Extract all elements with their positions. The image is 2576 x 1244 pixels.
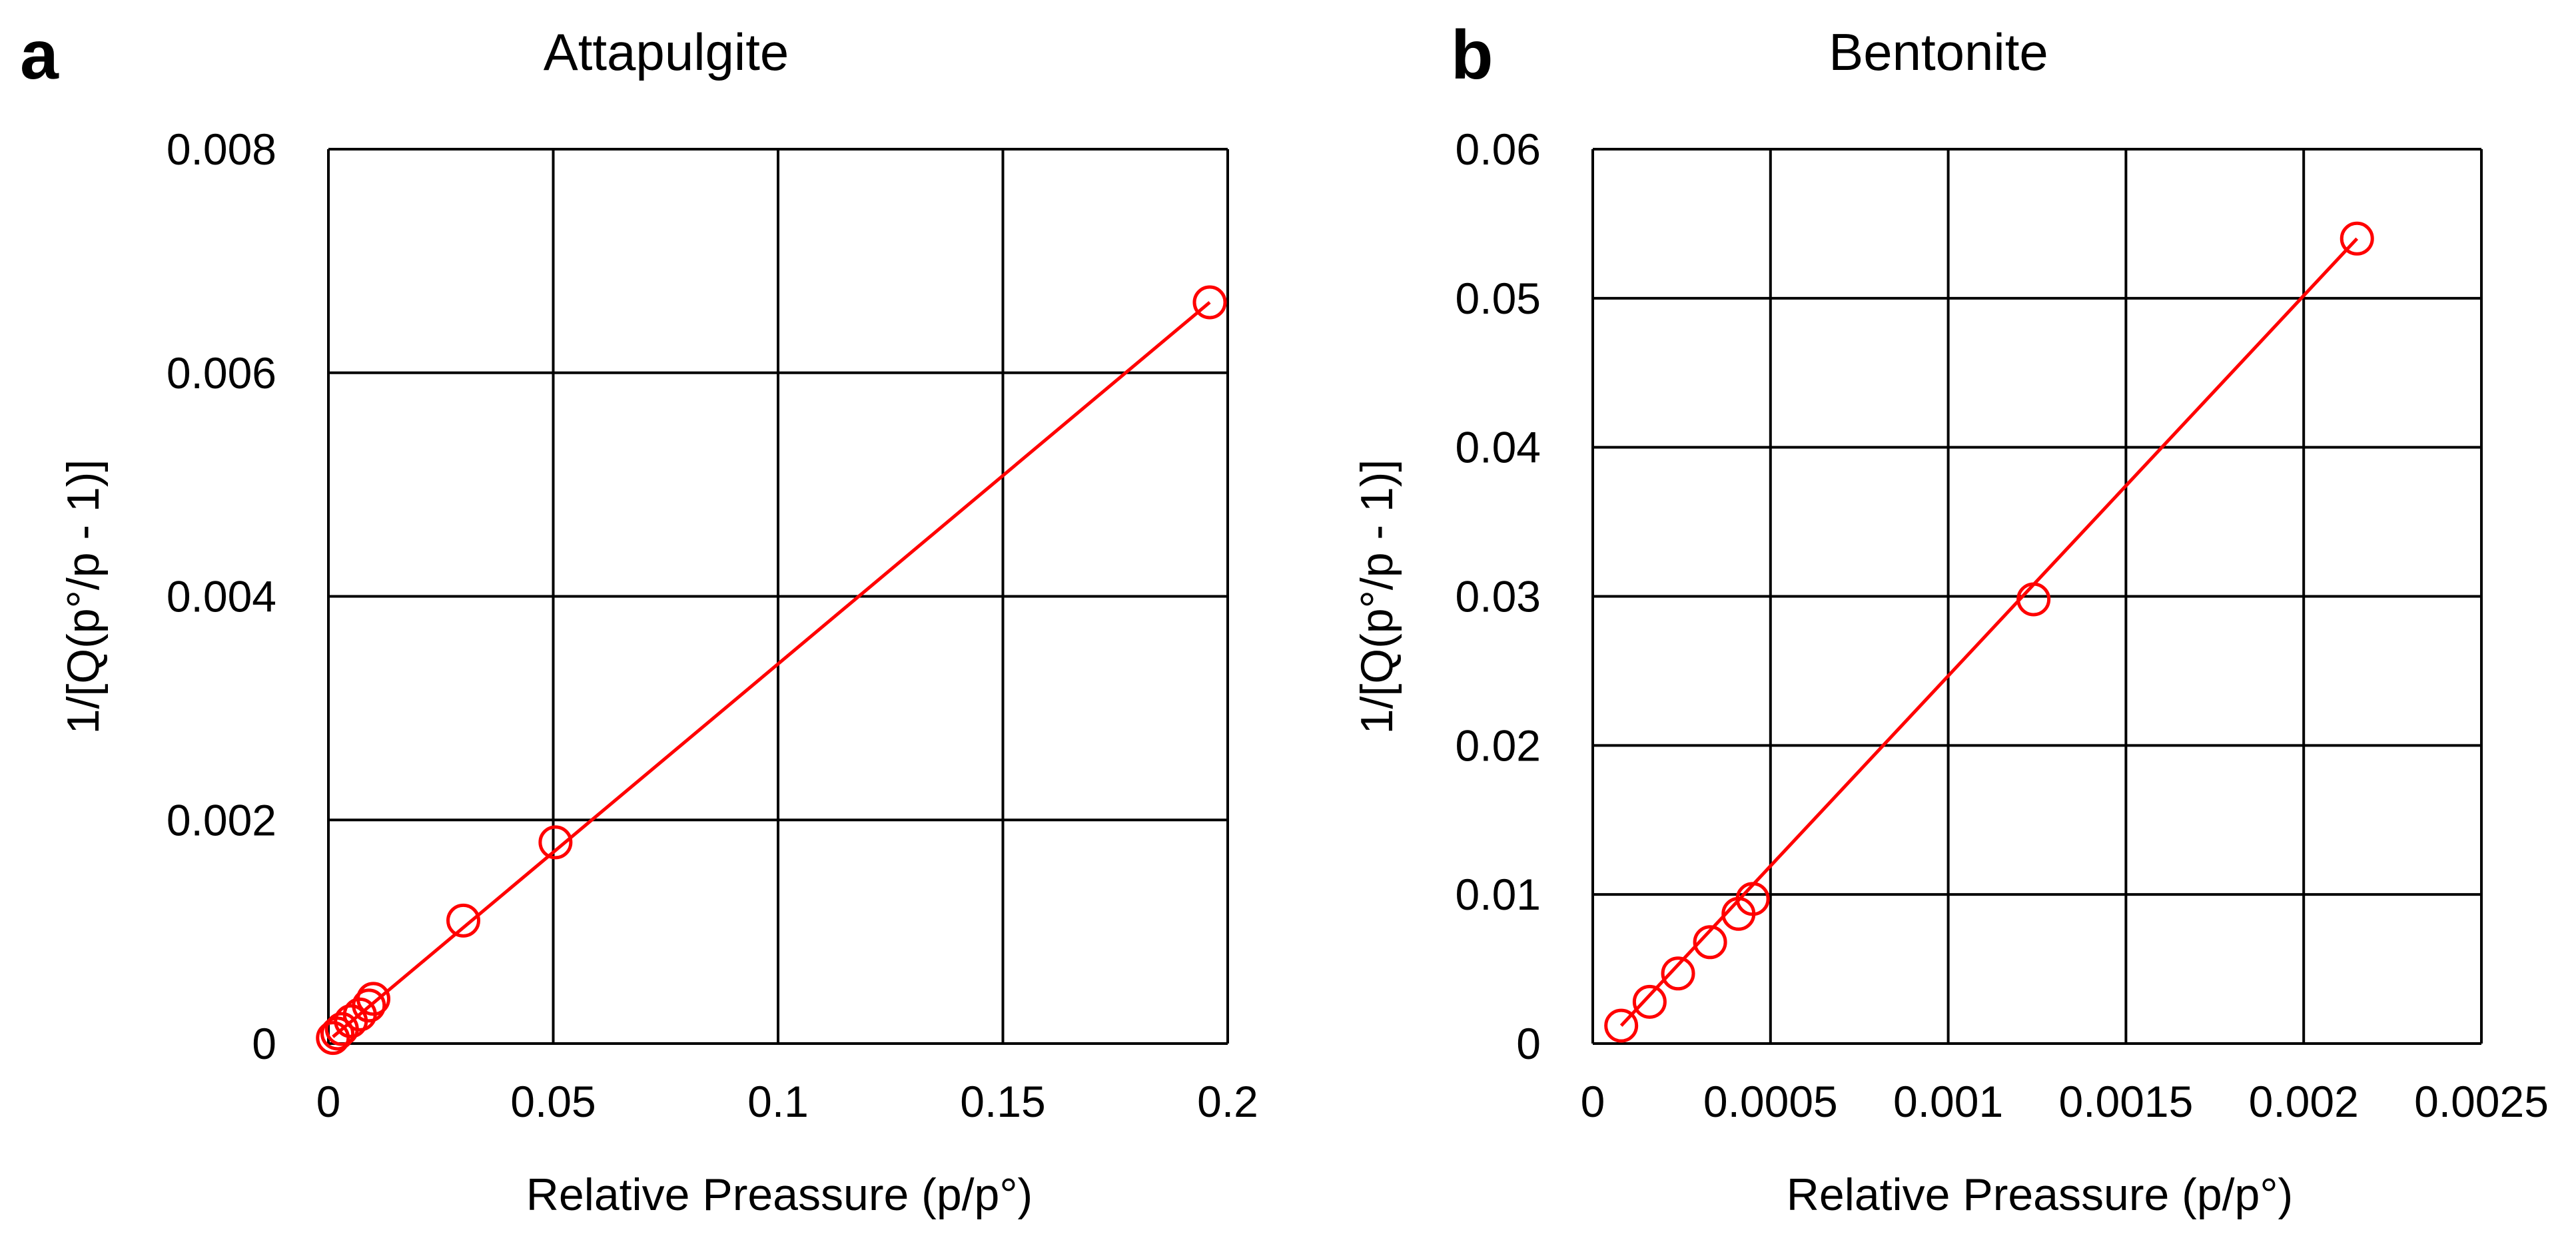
y-tick-label: 0.002: [167, 795, 276, 844]
panel-b-series: [1604, 221, 2374, 1043]
y-tick-label: 0.01: [1456, 870, 1541, 919]
y-tick-label: 0.05: [1456, 274, 1541, 323]
y-tick-label: 0.004: [167, 572, 276, 621]
y-tick-label: 0: [252, 1019, 276, 1068]
x-tick-label: 0.15: [960, 1077, 1045, 1126]
y-tick-label: 0: [1516, 1019, 1541, 1068]
y-tick-label: 0.06: [1456, 125, 1541, 174]
x-tick-label: 0.1: [747, 1077, 809, 1126]
y-tick-label: 0.02: [1456, 721, 1541, 770]
x-tick-label: 0.0005: [1703, 1077, 1838, 1126]
y-tick-label: 0.04: [1456, 423, 1541, 472]
data-point: [1735, 882, 1770, 916]
panel-a-letter: a: [20, 17, 59, 94]
panel-b-letter: b: [1451, 17, 1494, 94]
panel-a-title: Attapulgite: [544, 23, 789, 81]
data-point: [2016, 582, 2051, 617]
x-tick-label: 0.0015: [2058, 1077, 2193, 1126]
data-point: [1693, 925, 1727, 960]
data-point: [538, 825, 573, 860]
y-tick-label: 0.008: [167, 125, 276, 174]
y-tick-label: 0.006: [167, 348, 276, 398]
data-point: [356, 982, 390, 1016]
panel-a-x-tick-labels: 0 0.05 0.1 0.15 0.2: [316, 1077, 1258, 1126]
trend-line: [1619, 237, 2359, 1027]
x-tick-label: 0: [1581, 1077, 1605, 1126]
panel-b-y-axis-label: 1/[Q(p°/p - 1)]: [1352, 460, 1402, 735]
data-point: [1632, 984, 1667, 1019]
panel-b-title: Bentonite: [1829, 23, 2048, 81]
data-point: [1192, 285, 1227, 320]
data-point: [352, 988, 386, 1023]
panel-a-attapulgite: a Attapulgite 0 0.002 0.004 0.006 0.008 0 0.0…: [20, 17, 1258, 1220]
panel-b-x-axis-label: Relative Preassure (p/p°): [1787, 1169, 2293, 1220]
data-point: [2340, 221, 2374, 256]
panel-a-series: [316, 285, 1227, 1056]
panel-a-x-axis-label: Relative Preassure (p/p°): [526, 1169, 1033, 1220]
data-point: [1604, 1008, 1639, 1043]
data-point: [446, 903, 480, 938]
x-tick-label: 0.002: [2249, 1077, 2359, 1126]
x-tick-label: 0.2: [1197, 1077, 1258, 1126]
x-tick-label: 0: [316, 1077, 341, 1126]
panel-a-grid: [327, 148, 1229, 1045]
panel-b-grid: [1591, 148, 2483, 1045]
panel-b-x-tick-labels: 0 0.0005 0.001 0.0015 0.002 0.0025: [1581, 1077, 2549, 1126]
x-tick-label: 0.05: [510, 1077, 596, 1126]
panel-b-y-tick-labels: 0 0.01 0.02 0.03 0.04 0.05 0.06: [1456, 125, 1541, 1068]
panel-a-y-axis-label: 1/[Q(p°/p - 1)]: [58, 460, 109, 735]
x-tick-label: 0.0025: [2414, 1077, 2549, 1126]
panel-a-y-tick-labels: 0 0.002 0.004 0.006 0.008: [167, 125, 276, 1068]
y-tick-label: 0.03: [1456, 572, 1541, 621]
x-tick-label: 0.001: [1893, 1077, 2003, 1126]
data-point: [1661, 956, 1695, 991]
